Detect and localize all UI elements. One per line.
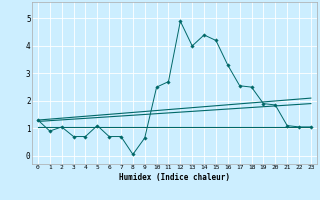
X-axis label: Humidex (Indice chaleur): Humidex (Indice chaleur)	[119, 173, 230, 182]
